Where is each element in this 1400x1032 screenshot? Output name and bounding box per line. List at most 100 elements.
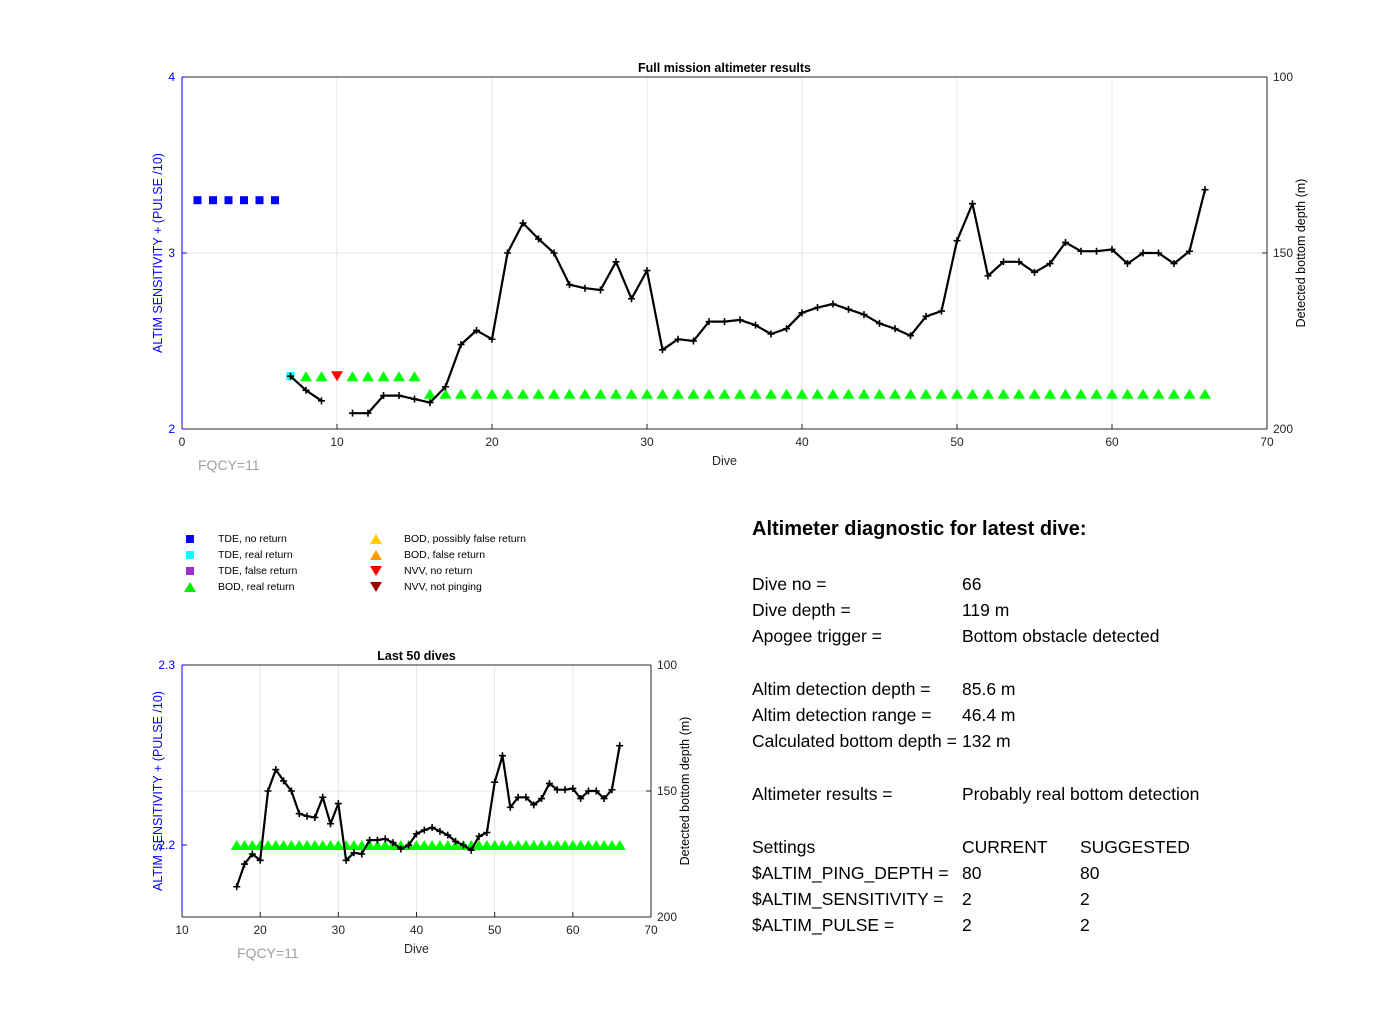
pulse-current: 2 bbox=[962, 915, 972, 935]
marker-plus bbox=[426, 399, 434, 407]
fqcy-annotation: FQCY=11 bbox=[198, 457, 260, 473]
depth-line bbox=[352, 189, 1207, 415]
marker-triangle-up bbox=[1168, 388, 1180, 399]
legend-marker-icon bbox=[366, 564, 386, 578]
dive-no-label: Dive no = bbox=[752, 574, 827, 594]
marker-plus bbox=[473, 326, 480, 334]
marker-triangle-up bbox=[377, 371, 390, 382]
y-right-tick-label: 100 bbox=[657, 658, 677, 672]
marker-triangle-up bbox=[501, 388, 514, 399]
marker-triangle-up bbox=[590, 840, 603, 850]
marker-triangle-up bbox=[527, 840, 540, 850]
marker-plus bbox=[241, 860, 249, 868]
y-left-tick-label: 2.3 bbox=[158, 658, 175, 672]
marker-triangle-up bbox=[598, 840, 611, 850]
chart-title: Full mission altimeter results bbox=[638, 61, 811, 75]
marker-triangle-up bbox=[532, 388, 545, 399]
marker-triangle-up bbox=[470, 388, 483, 399]
marker-triangle-up bbox=[605, 840, 618, 850]
legend-label: TDE, no return bbox=[218, 533, 287, 545]
detection-range-label: Altim detection range = bbox=[752, 705, 932, 725]
marker-plus bbox=[1186, 247, 1193, 255]
marker-triangle-up bbox=[811, 388, 824, 399]
marker-plus bbox=[514, 793, 522, 801]
legend-label: NVV, not pinging bbox=[404, 581, 482, 593]
marker-plus bbox=[561, 786, 569, 794]
marker-plus bbox=[891, 325, 899, 333]
marker-plus bbox=[577, 795, 585, 803]
marker-plus bbox=[395, 392, 403, 400]
marker-triangle-up bbox=[1137, 388, 1149, 399]
marker-plus bbox=[411, 395, 418, 403]
marker-plus bbox=[1170, 260, 1178, 268]
marker-triangle-up bbox=[610, 388, 622, 399]
legend-marker-icon bbox=[180, 532, 200, 546]
marker-plus bbox=[318, 397, 325, 405]
calculated-depth-label: Calculated bottom depth = bbox=[752, 731, 957, 751]
marker-triangle-up bbox=[551, 840, 564, 850]
marker-plus bbox=[488, 335, 496, 343]
x-tick-label: 10 bbox=[175, 923, 189, 937]
marker-plus bbox=[436, 827, 444, 835]
marker-triangle-up bbox=[827, 388, 839, 399]
marker-triangle-up bbox=[269, 840, 282, 850]
marker-plus bbox=[504, 249, 511, 257]
marker-triangle-up bbox=[393, 371, 405, 382]
marker-plus bbox=[690, 337, 697, 345]
depth-line bbox=[235, 745, 621, 888]
marker-triangle-up bbox=[332, 840, 345, 850]
current-header: CURRENT bbox=[962, 837, 1048, 857]
marker-square bbox=[255, 196, 264, 205]
marker-plus bbox=[1093, 247, 1100, 255]
legend-item: BOD, possibly false return bbox=[366, 532, 526, 546]
x-tick-label: 30 bbox=[640, 435, 654, 449]
marker-plus bbox=[643, 267, 651, 275]
legend-marker-icon bbox=[180, 580, 200, 594]
marker-plus bbox=[538, 795, 546, 803]
marker-triangle-up bbox=[346, 371, 359, 382]
marker-triangle-up bbox=[424, 388, 436, 399]
legend-item: TDE, real return bbox=[180, 548, 293, 562]
marker-triangle-up bbox=[315, 371, 328, 382]
marker-plus bbox=[938, 307, 945, 315]
marker-triangle-up bbox=[858, 388, 870, 399]
marker-triangle-up bbox=[439, 388, 452, 399]
marker-triangle-up bbox=[672, 388, 684, 399]
legend-item: TDE, no return bbox=[180, 532, 287, 546]
marker-plus bbox=[829, 300, 837, 308]
legend-label: TDE, false return bbox=[218, 565, 298, 577]
marker-plus bbox=[303, 812, 311, 820]
marker-triangle-up bbox=[300, 371, 312, 382]
marker-triangle-up bbox=[889, 388, 901, 399]
marker-plus bbox=[1000, 258, 1007, 266]
y-left-tick-label: 3 bbox=[168, 246, 175, 260]
marker-triangle-up bbox=[594, 388, 607, 399]
marker-plus bbox=[327, 820, 335, 828]
ping-depth-suggested: 80 bbox=[1080, 863, 1100, 883]
pulse-suggested: 2 bbox=[1080, 915, 1090, 935]
fqcy-annotation: FQCY=11 bbox=[237, 945, 299, 961]
marker-plus bbox=[628, 295, 635, 303]
marker-triangle-up bbox=[340, 840, 353, 850]
marker-triangle-up bbox=[1075, 388, 1087, 399]
marker-triangle-up bbox=[951, 388, 963, 399]
marker-triangle-up bbox=[410, 840, 423, 850]
legend-item: NVV, not pinging bbox=[366, 580, 482, 594]
y-left-axis-label: ALTIM SENSITIVITY + (PULSE /10) bbox=[151, 691, 165, 891]
marker-triangle-up bbox=[656, 388, 669, 399]
marker-triangle-up bbox=[480, 840, 493, 850]
ping-depth-current: 80 bbox=[962, 863, 982, 883]
legend-marker-icon bbox=[180, 564, 200, 578]
marker-plus bbox=[705, 318, 713, 326]
marker-plus bbox=[381, 835, 389, 843]
marker-plus bbox=[1077, 247, 1085, 255]
marker-plus bbox=[798, 309, 806, 317]
dive-no-value: 66 bbox=[962, 574, 982, 594]
legend-label: NVV, no return bbox=[404, 565, 473, 577]
marker-plus bbox=[366, 836, 374, 844]
marker-triangle-up bbox=[308, 840, 321, 850]
marker-plus bbox=[584, 787, 592, 795]
chart-title: Last 50 dives bbox=[377, 649, 456, 663]
marker-triangle-up bbox=[347, 840, 360, 850]
marker-plus bbox=[498, 752, 506, 760]
